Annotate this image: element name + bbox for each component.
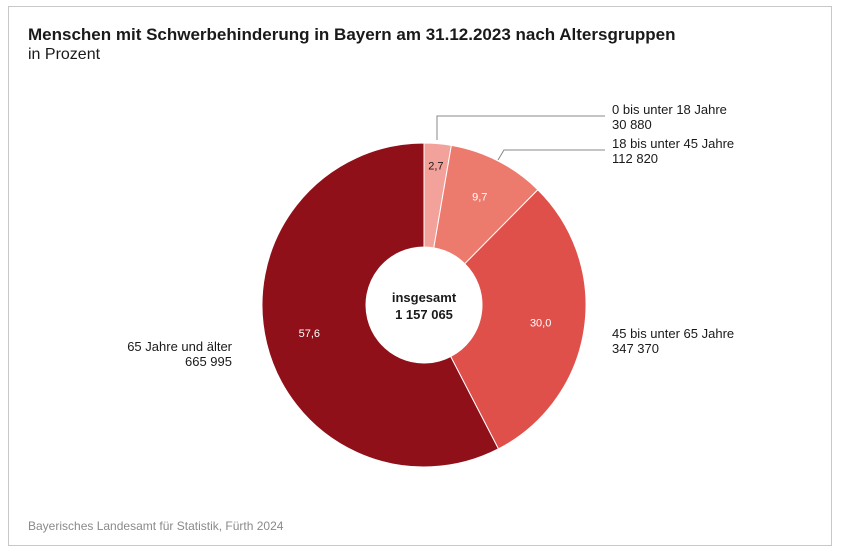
count-label-1: 112 820 bbox=[612, 151, 658, 166]
value-label-1: 9,7 bbox=[472, 191, 487, 203]
slice-2 bbox=[449, 189, 587, 450]
chart-frame bbox=[8, 6, 832, 546]
center-value: 1 157 065 bbox=[395, 307, 453, 322]
source-note: Bayerisches Landesamt für Statistik, Für… bbox=[28, 519, 284, 533]
category-label-3: 65 Jahre und älter bbox=[127, 339, 232, 354]
center-label: insgesamt bbox=[392, 290, 457, 305]
category-label-1: 18 bis unter 45 Jahre bbox=[612, 136, 734, 151]
chart-subtitle: in Prozent bbox=[28, 46, 101, 63]
count-label-3: 665 995 bbox=[185, 354, 232, 369]
value-label-0: 2,7 bbox=[428, 161, 443, 173]
value-label-3: 57,6 bbox=[299, 328, 320, 340]
count-label-0: 30 880 bbox=[612, 117, 652, 132]
slice-3 bbox=[261, 142, 500, 468]
chart-title: Menschen mit Schwerbehinderung in Bayern… bbox=[28, 25, 676, 44]
value-label-2: 30,0 bbox=[530, 318, 551, 330]
leader-line-1 bbox=[497, 149, 605, 161]
leader-line-0 bbox=[436, 115, 605, 140]
count-label-2: 347 370 bbox=[612, 341, 659, 356]
category-label-0: 0 bis unter 18 Jahre bbox=[612, 102, 727, 117]
category-label-2: 45 bis unter 65 Jahre bbox=[612, 326, 734, 341]
